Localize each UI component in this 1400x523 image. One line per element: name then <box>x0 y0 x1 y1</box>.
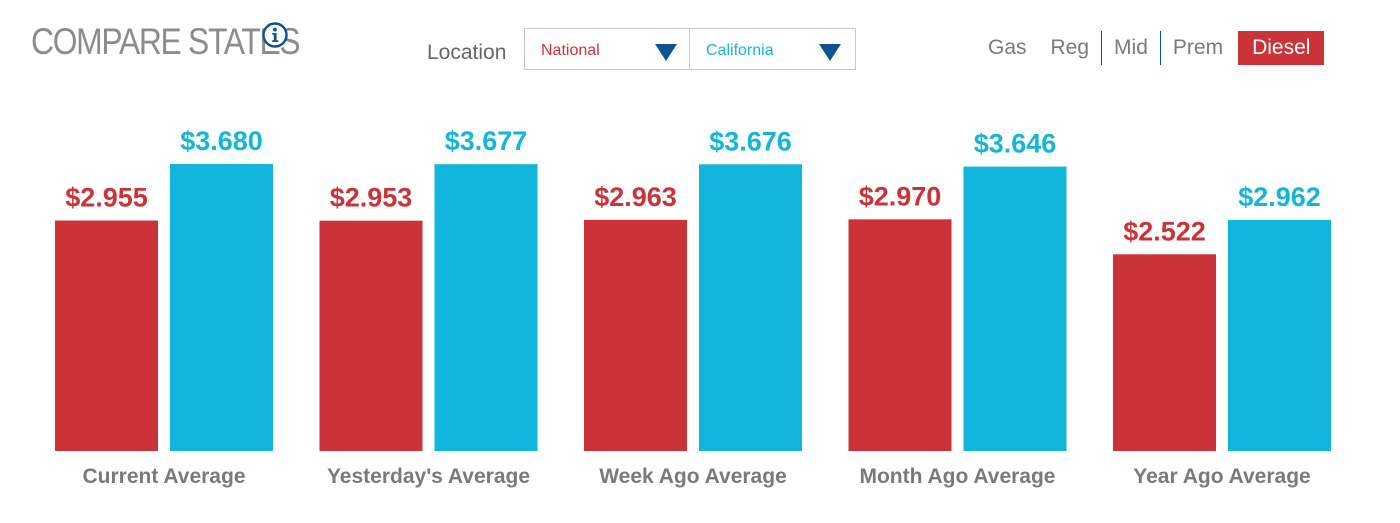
bar-value-label-state-3: $3.646 <box>974 129 1057 159</box>
bar-state-0 <box>170 163 273 451</box>
tab-prem[interactable]: Prem <box>1172 36 1224 59</box>
bar-value-label-national-1: $2.953 <box>330 183 413 213</box>
category-label-4: Year Ago Average <box>1133 465 1310 488</box>
page-title: COMPARE STATES <box>31 21 301 62</box>
location-select-national-value: National <box>541 42 600 59</box>
bar-national-4 <box>1113 254 1216 451</box>
fuel-type-label: Gas <box>988 36 1027 59</box>
location-select-state[interactable]: California <box>689 28 856 70</box>
category-label-0: Current Average <box>83 465 246 488</box>
tab-diesel[interactable]: Diesel <box>1238 31 1325 65</box>
category-label-3: Month Ago Average <box>859 465 1055 488</box>
bar-state-1 <box>434 164 538 451</box>
bar-value-label-national-2: $2.963 <box>594 182 677 212</box>
bar-value-label-national-0: $2.955 <box>65 183 148 213</box>
category-label-2: Week Ago Average <box>599 465 787 488</box>
location-select-national[interactable]: National <box>524 28 690 70</box>
tab-mid[interactable]: Mid <box>1114 36 1148 59</box>
bar-value-label-national-4: $2.522 <box>1123 216 1206 246</box>
info-icon[interactable] <box>262 22 288 48</box>
bar-state-3 <box>963 166 1067 451</box>
location-label: Location <box>427 41 507 64</box>
bar-national-2 <box>584 219 687 451</box>
bar-state-2 <box>699 164 802 451</box>
chevron-down-icon <box>655 44 677 61</box>
location-select-state-value: California <box>706 42 774 59</box>
bar-value-label-state-2: $3.676 <box>709 126 792 156</box>
category-label-1: Yesterday's Average <box>327 465 530 488</box>
chevron-down-icon <box>819 44 841 61</box>
bar-value-label-state-1: $3.677 <box>445 126 528 156</box>
bar-value-label-state-0: $3.680 <box>180 126 263 156</box>
tab-divider <box>1101 31 1103 65</box>
bar-national-0 <box>55 220 158 451</box>
bar-value-label-state-4: $2.962 <box>1238 182 1321 212</box>
bar-national-3 <box>848 219 952 451</box>
bar-state-4 <box>1228 219 1331 451</box>
bar-national-1 <box>319 220 423 451</box>
tab-reg[interactable]: Reg <box>1050 36 1090 59</box>
bar-value-label-national-3: $2.970 <box>859 181 942 211</box>
fuel-type-tabs: Gas Reg Mid Prem Diesel <box>976 31 1325 65</box>
tab-divider <box>1159 31 1161 65</box>
